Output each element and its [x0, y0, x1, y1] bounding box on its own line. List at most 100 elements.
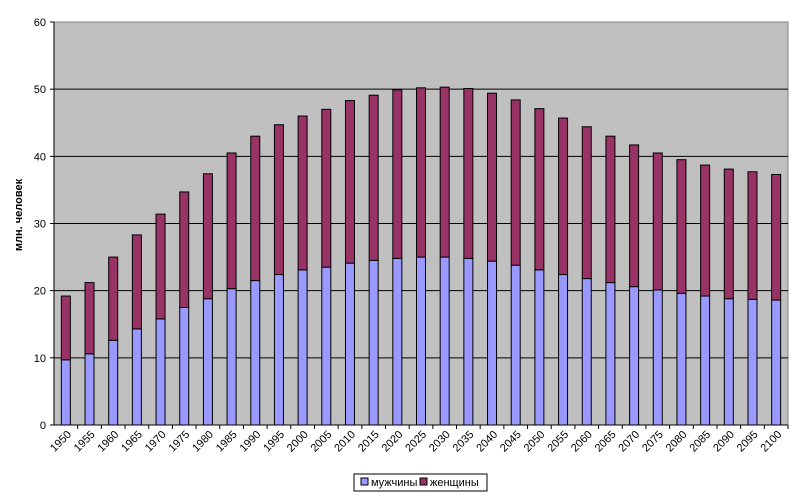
- y-tick-label: 10: [34, 353, 46, 365]
- legend-swatch-men: [360, 477, 369, 486]
- y-tick-label: 60: [34, 17, 46, 29]
- x-tick-label: 2050: [522, 429, 548, 455]
- x-tick-label: 2040: [474, 429, 500, 455]
- x-tick-label: 2090: [711, 429, 737, 455]
- bar-women: [273, 124, 284, 276]
- x-tick-label: 2100: [758, 429, 784, 455]
- x-tick-label: 2055: [545, 429, 571, 455]
- bar-women: [250, 135, 261, 282]
- x-tick-label: 1995: [261, 429, 287, 455]
- bar-men: [250, 280, 261, 426]
- x-tick-label: 2060: [569, 429, 595, 455]
- bar-women: [723, 168, 734, 300]
- bar-men: [368, 259, 379, 426]
- y-tick-label: 30: [34, 219, 46, 231]
- bar-men: [84, 353, 95, 426]
- x-tick-label: 2075: [640, 429, 666, 455]
- bar-women: [439, 86, 450, 258]
- y-axis-ticks: 0 10 20 30 40 50 60: [34, 17, 55, 432]
- x-tick-label: 1980: [190, 429, 216, 455]
- bar-men: [202, 298, 213, 426]
- bar-men: [416, 256, 426, 426]
- x-tick-label: 1990: [238, 429, 264, 455]
- bar-women: [487, 92, 498, 262]
- bar-women: [392, 89, 403, 259]
- bar-men: [771, 299, 782, 426]
- x-axis-ticks: 1950195519601965197019751980198519901995…: [48, 424, 789, 455]
- x-tick-label: 2085: [687, 429, 713, 455]
- bar-men: [747, 298, 758, 426]
- x-tick-label: 2020: [380, 429, 406, 455]
- bar-women: [84, 282, 95, 355]
- bar-men: [629, 286, 640, 426]
- bar-men: [321, 266, 332, 426]
- bar-men: [155, 318, 166, 426]
- bar-women: [321, 108, 332, 268]
- x-tick-label: 2045: [498, 429, 524, 455]
- bar-women: [131, 234, 142, 330]
- x-tick-label: 1970: [143, 429, 169, 455]
- x-tick-label: 2080: [664, 429, 690, 455]
- bar-men: [131, 328, 142, 426]
- bar-women: [510, 99, 521, 266]
- bar-men: [676, 292, 687, 426]
- bar-women: [747, 171, 758, 300]
- bar-men: [439, 256, 450, 426]
- bar-men: [605, 282, 616, 426]
- bar-women: [179, 191, 190, 308]
- bar-women: [463, 87, 474, 259]
- x-tick-label: 2070: [616, 429, 642, 455]
- bar-men: [273, 274, 284, 426]
- bar-men: [463, 257, 474, 426]
- bar-men: [652, 289, 663, 426]
- x-tick-label: 1975: [167, 429, 193, 455]
- x-tick-label: 1965: [119, 429, 145, 455]
- bar-men: [581, 278, 592, 426]
- x-tick-label: 2000: [285, 429, 311, 455]
- y-tick-label: 50: [34, 84, 46, 96]
- bar-men: [723, 298, 734, 426]
- bar-men: [510, 264, 521, 426]
- bar-women: [558, 117, 569, 276]
- bar-women: [344, 100, 355, 264]
- legend-swatch-women: [419, 477, 428, 486]
- bar-men: [558, 274, 569, 426]
- bar-women: [676, 159, 687, 294]
- bar-women: [108, 256, 119, 341]
- x-tick-label: 2010: [332, 429, 358, 455]
- bars: [60, 86, 782, 426]
- bar-men: [108, 339, 119, 426]
- bar-men: [487, 260, 498, 426]
- x-tick-label: 2065: [593, 429, 619, 455]
- x-tick-label: 1950: [48, 429, 74, 455]
- bar-women: [605, 135, 616, 284]
- bar-women: [629, 144, 640, 288]
- x-tick-label: 1955: [72, 429, 98, 455]
- x-tick-label: 2035: [451, 429, 477, 455]
- bar-women: [581, 126, 592, 280]
- x-tick-label: 2005: [309, 429, 335, 455]
- bar-women: [226, 152, 237, 290]
- legend-label-women: женщины: [430, 477, 479, 489]
- x-tick-label: 2025: [403, 429, 429, 455]
- bar-women: [416, 87, 426, 258]
- y-axis-label: млн. человек: [13, 178, 25, 251]
- bar-men: [700, 295, 711, 426]
- bar-men: [392, 257, 403, 426]
- x-tick-label: 2015: [356, 429, 382, 455]
- bar-women: [60, 295, 71, 361]
- bar-men: [60, 359, 71, 426]
- bar-men: [226, 288, 237, 426]
- legend-label-men: мужчины: [371, 477, 417, 489]
- bar-men: [297, 269, 308, 426]
- bar-women: [652, 152, 663, 291]
- bar-women: [700, 164, 711, 297]
- bar-women: [771, 173, 782, 301]
- y-tick-label: 40: [34, 151, 46, 163]
- bar-women: [368, 94, 379, 261]
- x-tick-label: 2095: [735, 429, 761, 455]
- bar-women: [534, 108, 545, 271]
- y-tick-label: 20: [34, 286, 46, 298]
- bar-men: [534, 269, 545, 426]
